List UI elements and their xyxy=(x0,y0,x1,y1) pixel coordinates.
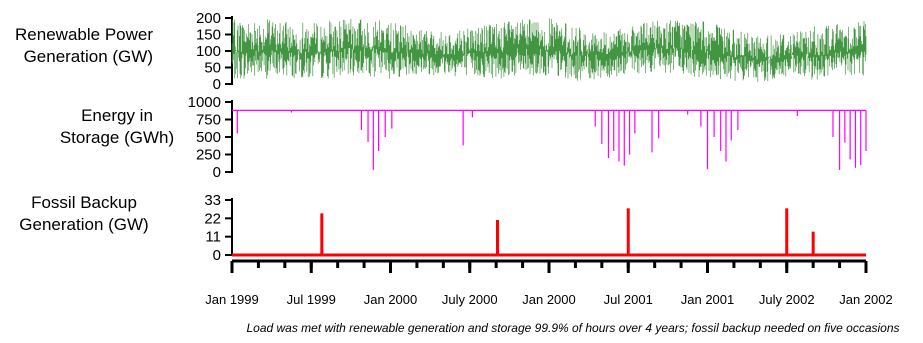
xaxis-tick-label: Jan 1999 xyxy=(205,292,259,307)
xaxis-tick-label: Jan 2001 xyxy=(681,292,735,307)
xaxis-tick-label: Jul 2001 xyxy=(604,292,653,307)
renewable-ytick-label: 50 xyxy=(204,60,221,77)
renewable-ytick-label: 150 xyxy=(196,27,221,44)
xaxis-tick-label: July 2000 xyxy=(442,292,498,307)
xaxis-tick-label: July 2002 xyxy=(759,292,815,307)
storage-series xyxy=(232,109,867,170)
fossil-ytick-label: 33 xyxy=(204,192,221,209)
storage-ytick-label: 0 xyxy=(213,164,221,181)
renewable-series xyxy=(231,18,867,82)
xaxis-tick-label: Jan 2000 xyxy=(364,292,418,307)
time-xaxis: Jan 1999 Jul 1999 Jan 2000 July 2000 Jan 200… xyxy=(205,259,893,307)
xaxis-tick-label: Jan 2002 xyxy=(839,292,893,307)
xaxis-tick-label: Jan 2000 xyxy=(522,292,576,307)
fossil-ytick-label: 0 xyxy=(213,247,221,264)
storage-ylabel-line2: Storage (GWh) xyxy=(60,128,174,147)
storage-ylabel-line1: Energy in xyxy=(81,106,153,125)
fossil-ytick-label: 22 xyxy=(204,210,221,227)
storage-ytick-label: 750 xyxy=(196,112,221,129)
renewable-ytick-label: 200 xyxy=(196,10,221,27)
renewable-ylabel-line1: Renewable Power xyxy=(15,25,153,44)
fossil-ylabel-line1: Fossil Backup xyxy=(31,193,137,212)
fossil-ytick-label: 11 xyxy=(205,229,221,246)
renewable-panel: Renewable Power Generation (GW) 05010015… xyxy=(15,10,867,93)
renewable-ytick-label: 0 xyxy=(213,76,221,93)
renewable-ytick-label: 100 xyxy=(196,43,221,60)
storage-ytick-label: 1000 xyxy=(188,94,221,111)
figure-caption: Load was met with renewable generation a… xyxy=(246,321,899,335)
storage-ytick-label: 500 xyxy=(196,129,221,146)
renewable-series-line xyxy=(231,18,867,82)
xaxis-tick-label: Jul 1999 xyxy=(287,292,336,307)
storage-ytick-label: 250 xyxy=(196,147,221,164)
renewable-ylabel-line2: Generation (GW) xyxy=(24,47,153,66)
fossil-series xyxy=(232,208,866,257)
fossil-ylabel-line2: Generation (GW) xyxy=(19,215,148,234)
